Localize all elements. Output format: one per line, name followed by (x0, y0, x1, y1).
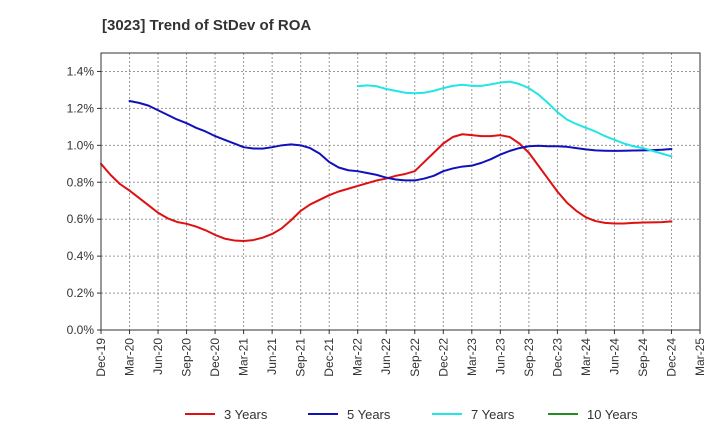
x-tick-label: Mar-23 (465, 338, 479, 376)
x-tick-label: Mar-24 (579, 338, 593, 376)
x-tick-label: Mar-25 (693, 338, 707, 376)
y-tick-label: 0.8% (67, 175, 95, 189)
x-axis: Dec-19 Mar-20 Jun-20 Sep-20 Dec-20 Mar-21 Jun-… (94, 330, 707, 377)
x-tick-label: Mar-21 (237, 338, 251, 376)
legend: 3 Years 5 Years 7 Years 10 Years (185, 407, 638, 422)
y-tick-label: 0.6% (67, 212, 95, 226)
x-tick-label: Dec-24 (664, 338, 678, 377)
x-tick-label: Jun-23 (493, 338, 507, 375)
y-tick-label: 1.4% (67, 64, 95, 78)
y-tick-label: 0.2% (67, 286, 95, 300)
x-tick-label: Dec-22 (436, 338, 450, 377)
x-tick-label: Dec-20 (208, 338, 222, 377)
legend-label-3-years: 3 Years (224, 407, 268, 422)
legend-label-7-years: 7 Years (471, 407, 515, 422)
x-tick-label: Dec-19 (94, 338, 108, 377)
grid (100, 53, 701, 331)
x-tick-label: Sep-24 (636, 338, 650, 377)
x-tick-label: Sep-20 (180, 338, 194, 377)
x-tick-label: Sep-23 (522, 338, 536, 377)
x-tick-label: Jun-24 (607, 338, 621, 375)
x-tick-label: Sep-21 (294, 338, 308, 377)
x-tick-label: Jun-21 (265, 338, 279, 375)
series-line-5-years (128, 100, 673, 182)
y-tick-label: 0.4% (67, 249, 95, 263)
y-axis: 0.0% 0.2% 0.4% 0.6% 0.8% 1.0% 1.2% 1.4% (67, 64, 101, 337)
x-tick-label: Mar-20 (123, 338, 137, 376)
plot-frame (100, 52, 701, 331)
legend-label-10-years: 10 Years (587, 407, 638, 422)
series-lines (100, 80, 673, 242)
chart-title: [3023] Trend of StDev of ROA (102, 17, 311, 34)
x-tick-label: Sep-22 (408, 338, 422, 377)
y-tick-label: 0.0% (67, 323, 95, 337)
x-tick-label: Dec-21 (322, 338, 336, 377)
x-tick-label: Dec-23 (550, 338, 564, 377)
x-tick-label: Jun-22 (379, 338, 393, 375)
y-tick-label: 1.0% (67, 138, 95, 152)
legend-label-5-years: 5 Years (347, 407, 391, 422)
x-tick-label: Mar-22 (351, 338, 365, 376)
x-tick-label: Jun-20 (151, 338, 165, 375)
series-line-7-years (356, 80, 673, 158)
y-tick-label: 1.2% (67, 101, 95, 115)
